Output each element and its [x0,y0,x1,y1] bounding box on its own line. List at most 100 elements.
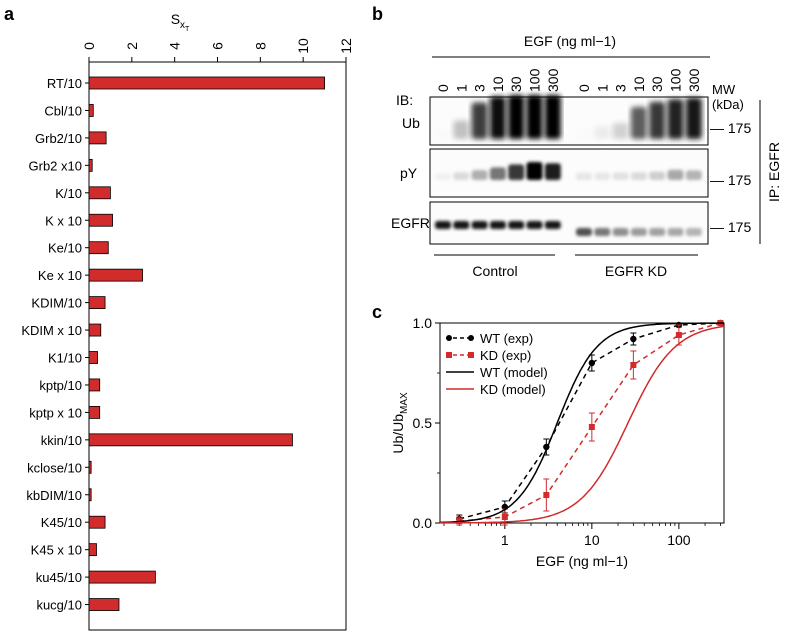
panel-a-label: a [4,4,15,24]
legend-label: WT (exp) [480,331,533,346]
blot-band [453,120,470,139]
data-point [501,514,508,520]
category-label: K x 10 [45,213,82,228]
axis-a-title: SxT [171,11,190,33]
panel-c-label: c [372,302,382,322]
mw-marker: — 175 [710,219,751,235]
blot-band [667,99,684,139]
bar [88,213,113,227]
category-label: Ke x 10 [38,268,82,283]
category-label: K1/10 [48,351,82,366]
blot-band [508,95,525,139]
bar [88,76,325,90]
blot-band [594,228,611,236]
series-line [440,322,724,524]
blot-band [526,162,543,180]
axis-a-title-sub: x [180,20,185,31]
legend-label: WT (model) [480,365,548,380]
blot-band [594,126,611,139]
blot-header: EGF (ng ml−1) [524,33,616,49]
category-label: Grb2/10 [35,131,82,146]
category-label: kkin/10 [41,433,82,448]
panel-b-label: b [372,4,383,24]
blot-band [435,128,451,139]
bar [88,405,101,419]
dose-label: 30 [649,76,665,92]
blot-band [649,228,666,236]
group-label-control: Control [472,263,517,279]
data-point [630,335,637,343]
bar [88,158,93,172]
blot-band [630,106,647,139]
xtick-label-a: 10 [295,38,311,54]
bar [88,186,111,200]
dose-label: 3 [613,84,629,92]
blot-row-label: pY [400,165,418,181]
dose-label: 10 [631,76,647,92]
blot-band [649,101,666,139]
data-point [675,332,682,338]
bar [88,543,97,557]
ytick-label-c: 0.0 [413,515,433,531]
blot-band [649,171,666,180]
xtick-label-a: 0 [81,42,97,50]
dose-label: 100 [668,68,684,92]
category-label: kucg/10 [36,598,82,613]
blot-band [435,221,451,229]
blot-band [685,97,702,139]
blot-band [685,170,702,180]
panel-a-bar-chart: SxT 0 2 4 6 8 10 12 RT/10 Cbl/10 Grb2/10 Grb2 x10… [21,11,354,631]
blot-band [685,228,702,236]
bar [88,351,98,364]
dose-label: 1 [453,84,469,92]
blot-band [489,167,506,180]
bar [88,296,106,310]
ytick-label-c: 0.5 [413,415,433,431]
category-label: Grb2 x10 [29,158,82,173]
blot-band [612,172,629,180]
category-label: kptp x 10 [29,405,82,420]
axis-c-ylabel-main: Ub/Ub [390,414,406,454]
category-label: KDIM x 10 [21,323,82,338]
blot-band [489,96,506,139]
category-label: ku45/10 [36,570,82,585]
blot-band [508,221,525,229]
dose-label: 100 [527,68,543,92]
xtick-label-c: 10 [584,532,600,548]
blot-strip [429,201,709,245]
xtick-label-a: 4 [167,42,183,50]
legend-label: KD (model) [480,382,546,397]
category-label: RT/10 [47,76,82,91]
bar [88,598,120,611]
blot-band [489,221,506,229]
xtick-label-a: 8 [252,42,268,50]
axis-a-title-subsub: T [185,26,190,33]
blot-row-label: EGFR [391,215,430,231]
category-label: kclose/10 [27,460,82,475]
blot-band [544,95,561,139]
bar [88,131,107,145]
dose-label: 0 [435,84,451,92]
xtick-label-c: 1 [501,532,509,548]
axis-c-ylabel-sub: MAX [399,392,410,414]
group-label-kd: EGFR KD [605,263,667,279]
bar [88,515,106,529]
mw-header-line2: (kDa) [712,97,744,112]
category-label: kbDIM/10 [26,488,82,503]
dose-label: 3 [472,84,488,92]
blot-band [453,221,470,229]
legend-label: KD (exp) [480,348,531,363]
category-label: K45/10 [41,515,82,530]
dose-label: 0 [576,84,592,92]
data-point [630,362,637,368]
axis-c-ylabel: Ub/UbMAX [390,392,410,454]
data-point [588,424,595,430]
category-label: kptp/10 [39,378,82,393]
blot-band [576,228,592,236]
blot-band [612,228,629,236]
data-point [588,359,596,367]
blot-band [576,128,592,139]
axis-c-xlabel: EGF (ng ml−1) [536,553,628,569]
blot-band [630,172,647,180]
